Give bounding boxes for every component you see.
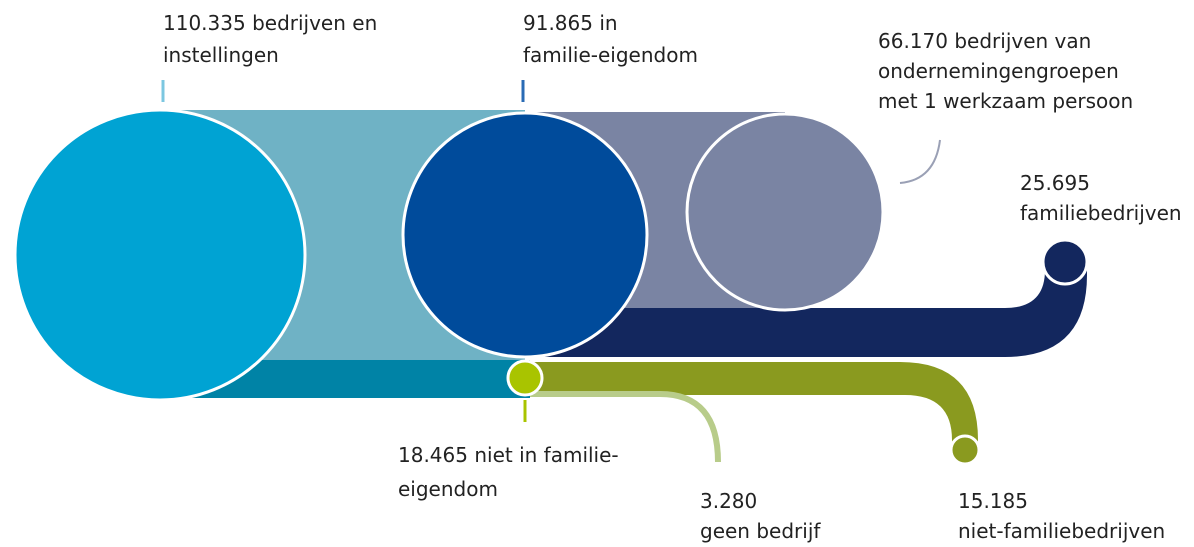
label-line: met 1 werkzaam persoon bbox=[878, 89, 1133, 113]
label-line: 110.335 bedrijven en bbox=[163, 11, 377, 35]
label-line: niet-familiebedrijven bbox=[958, 519, 1165, 543]
label-line: 15.185 bbox=[958, 489, 1028, 513]
circle-non-family-firms bbox=[949, 434, 981, 466]
band-family-firms bbox=[525, 262, 1087, 357]
label: 25.695 familiebedrijven bbox=[1020, 171, 1182, 225]
label: 15.185 niet-familiebedrijven bbox=[958, 489, 1165, 543]
label: 66.170 bedrijven van ondernemingengroepe… bbox=[878, 29, 1133, 113]
label-line: familie-eigendom bbox=[523, 43, 698, 67]
label-line: 91.865 in bbox=[523, 11, 618, 35]
label: 3.280 geen bedrijf bbox=[700, 489, 821, 543]
label-line: familiebedrijven bbox=[1020, 201, 1182, 225]
label: 110.335 bedrijven en instellingen bbox=[163, 11, 384, 67]
label-line: 18.465 niet in familie- bbox=[398, 443, 619, 467]
band-non-family-firms bbox=[525, 362, 978, 450]
circle-groups bbox=[685, 112, 885, 312]
label: 91.865 in familie-eigendom bbox=[523, 11, 698, 67]
circle-family-firms bbox=[1041, 238, 1089, 286]
band-no-company bbox=[530, 391, 721, 463]
circle-total bbox=[13, 108, 307, 402]
label-line: ondernemingengroepen bbox=[878, 59, 1119, 83]
circle-family-owned bbox=[401, 111, 649, 359]
label-line: 3.280 bbox=[700, 489, 757, 513]
label: 18.465 niet in familie- eigendom bbox=[398, 443, 625, 501]
label-line: eigendom bbox=[398, 477, 498, 501]
label-line: instellingen bbox=[163, 43, 279, 67]
label-line: 66.170 bedrijven van bbox=[878, 29, 1091, 53]
label-line: geen bedrijf bbox=[700, 519, 821, 543]
label-line: 25.695 bbox=[1020, 171, 1090, 195]
pointer bbox=[899, 139, 941, 184]
circle-not-family bbox=[506, 359, 544, 397]
